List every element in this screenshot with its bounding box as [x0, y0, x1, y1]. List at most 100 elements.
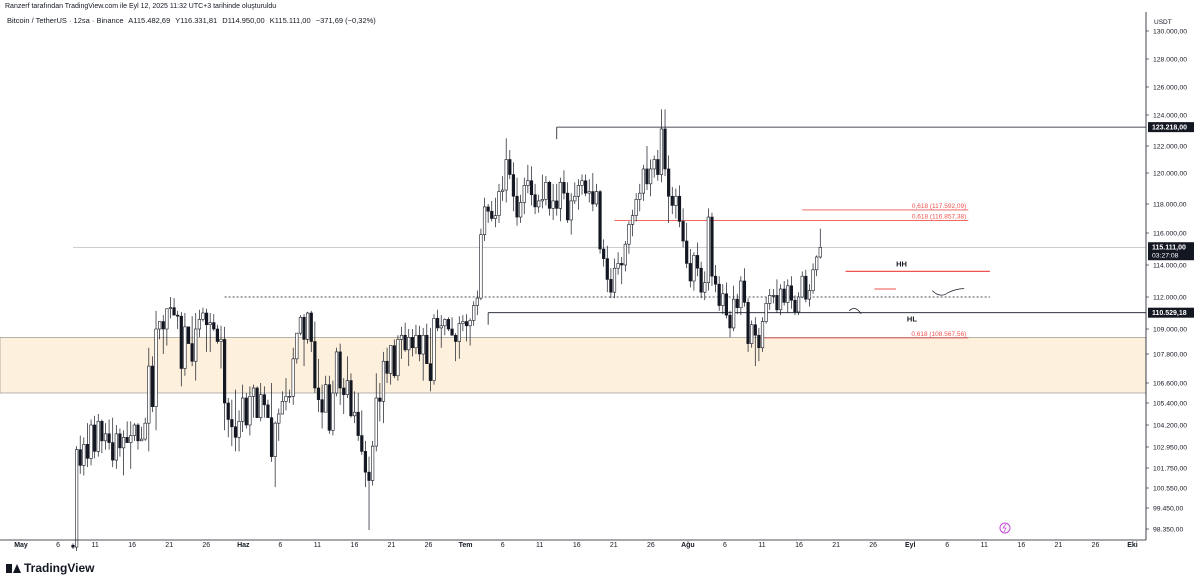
candle-body-118 [497, 191, 501, 216]
candle-body-173 [695, 255, 700, 269]
candle-body-38 [208, 322, 212, 326]
candle-body-19 [139, 438, 144, 442]
x-tick-label-15: 16 [573, 542, 581, 549]
candle-body-73 [334, 351, 339, 394]
candle-body-1 [75, 449, 79, 548]
candle-body-50 [251, 387, 256, 397]
candle-body-109 [464, 321, 469, 327]
x-tick-label-5: 26 [202, 542, 210, 549]
candle-body-58 [280, 401, 284, 415]
candle-body-203 [804, 275, 808, 300]
candle-body-40 [215, 328, 220, 342]
candle-body-201 [797, 296, 801, 313]
tradingview-logo-icon [6, 563, 21, 573]
candle-body-60 [287, 396, 292, 398]
candle-body-159 [645, 168, 649, 185]
candle-body-150 [612, 267, 617, 293]
candle-body-184 [735, 298, 739, 308]
x-tick-label-10: 21 [388, 542, 396, 549]
candle-body-13 [118, 433, 122, 449]
x-tick-label-1: 6 [56, 542, 60, 549]
candle-body-88 [389, 345, 393, 374]
candle-body-34 [194, 328, 198, 362]
candle-body-158 [641, 168, 645, 194]
candle-body-136 [562, 182, 566, 194]
candle-body-160 [648, 168, 653, 185]
candle-body-76 [345, 380, 349, 395]
chart-area[interactable]: 0,618 (117.592,09) 0,618 (116.857,38) 0,61… [0, 12, 1200, 552]
candle-body-193 [768, 295, 772, 304]
x-tick-label-26: 11 [981, 542, 988, 549]
candle-body-43 [226, 402, 230, 420]
x-tick-label-22: 21 [832, 542, 840, 549]
candle-body-39 [212, 322, 216, 330]
annotation-hh: HH [896, 260, 907, 269]
y-tick-label-0: 130.000,00 [1153, 29, 1187, 36]
candle-body-68 [316, 387, 321, 400]
ohlc-change: −371,69 (−0,32%) [315, 16, 376, 25]
candle-body-98 [425, 334, 429, 364]
candle-body-69 [320, 399, 324, 413]
candle-body-51 [255, 387, 259, 418]
chart-credit: Ranzerf tarafından TradingView.com ile E… [5, 3, 277, 10]
candle-body-9 [103, 433, 108, 442]
candle-body-47 [241, 397, 245, 422]
y-tick-label-10: 109.000,00 [1153, 327, 1187, 334]
candle-body-30 [179, 315, 183, 369]
candle-body-179 [717, 283, 721, 306]
y-tick-label-17: 100.550,00 [1153, 486, 1187, 493]
candle-body-87 [385, 360, 389, 374]
candle-body-94 [410, 337, 414, 349]
candle-body-93 [407, 337, 411, 351]
x-tick-label-2: 11 [91, 542, 98, 549]
candle-body-196 [778, 288, 783, 311]
x-tick-label-12: Tem [459, 542, 473, 549]
candle-body-113 [479, 234, 483, 299]
candle-body-49 [248, 396, 252, 426]
candle-body-32 [186, 326, 191, 344]
ohlc-low: D114.950,00 [222, 16, 265, 25]
candle-body-122 [511, 174, 516, 197]
candle-body-65 [306, 312, 310, 340]
candle-body-67 [313, 341, 317, 389]
x-tick-label-27: 16 [1017, 542, 1025, 549]
candle-body-140 [576, 185, 580, 197]
candle-body-59 [284, 396, 288, 402]
candle-body-145 [594, 191, 599, 205]
candle-body-167 [674, 195, 678, 206]
x-tick-label-29: 26 [1092, 542, 1100, 549]
candlestick-chart[interactable]: 0,618 (117.592,09) 0,618 (116.857,38) 0,61… [0, 12, 1200, 552]
candle-body-115 [486, 206, 490, 212]
candle-body-57 [277, 413, 281, 424]
candle-body-132 [547, 182, 552, 209]
candle-body-117 [493, 215, 497, 219]
candle-body-170 [685, 240, 689, 264]
candle-body-36 [201, 312, 205, 320]
candle-body-80 [360, 435, 364, 452]
candle-body-186 [742, 280, 747, 303]
candle-body-112 [475, 297, 479, 306]
candle-body-148 [605, 258, 609, 280]
x-tick-label-13: 6 [501, 542, 505, 549]
candle-body-100 [432, 318, 436, 381]
candle-body-102 [439, 325, 443, 329]
y-tick-label-5: 120.000,00 [1153, 171, 1187, 178]
candle-body-52 [259, 394, 263, 418]
x-tick-label-17: 26 [647, 542, 655, 549]
candle-body-127 [529, 180, 534, 195]
candle-body-151 [616, 263, 620, 269]
candle-body-120 [504, 159, 508, 191]
candle-body-107 [457, 323, 461, 342]
candle-body-97 [421, 334, 425, 355]
candle-body-45 [233, 426, 238, 438]
demand-zone [0, 337, 1147, 394]
candle-body-54 [266, 404, 270, 418]
candle-body-15 [125, 437, 129, 443]
x-tick-label-24: Eyl [905, 542, 916, 549]
candle-body-46 [237, 421, 241, 438]
x-tick-label-11: 26 [425, 542, 433, 549]
candle-body-18 [136, 424, 140, 442]
candle-body-194 [771, 295, 775, 297]
x-tick-label-3: 16 [128, 542, 136, 549]
price-tag-1 [1148, 307, 1194, 318]
